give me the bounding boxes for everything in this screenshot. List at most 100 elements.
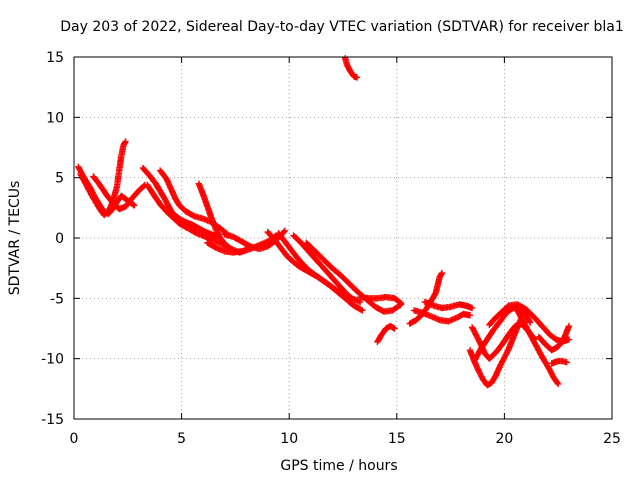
data-point xyxy=(303,264,306,267)
data-point xyxy=(361,309,364,312)
data-point xyxy=(120,155,123,157)
data-point xyxy=(178,217,181,220)
data-point xyxy=(349,70,352,73)
data-point xyxy=(525,314,527,317)
data-point xyxy=(273,238,275,241)
data-point xyxy=(258,248,260,250)
data-point xyxy=(174,197,176,199)
series-sat-e xyxy=(144,181,233,251)
data-point xyxy=(374,305,377,308)
data-point xyxy=(124,140,127,143)
data-point xyxy=(385,296,387,298)
data-point xyxy=(277,232,280,234)
data-point xyxy=(124,205,127,208)
data-point xyxy=(529,321,532,324)
data-point xyxy=(352,75,355,78)
data-point xyxy=(557,360,559,362)
data-point xyxy=(118,169,120,172)
data-point xyxy=(286,255,288,257)
data-point xyxy=(486,338,488,341)
data-point xyxy=(159,169,161,172)
data-point xyxy=(494,351,497,354)
data-point xyxy=(430,299,433,302)
data-point xyxy=(434,292,437,295)
data-point xyxy=(421,312,424,314)
data-point xyxy=(389,325,392,327)
series-sat-y xyxy=(535,322,573,354)
data-point xyxy=(462,313,465,315)
data-point xyxy=(215,228,217,231)
data-point xyxy=(458,303,461,306)
data-point xyxy=(469,349,471,352)
data-point xyxy=(178,222,181,225)
x-axis-label: GPS time / hours xyxy=(280,458,397,474)
data-point xyxy=(423,301,426,303)
data-point xyxy=(266,240,269,243)
data-point xyxy=(215,246,217,249)
data-point xyxy=(172,216,174,219)
axis-ticks: 0 5 10 15 20 25 15 10 5 0 -5 -10 -15 xyxy=(41,50,621,447)
data-point xyxy=(350,297,353,300)
data-point xyxy=(159,203,161,206)
data-point xyxy=(99,184,101,186)
data-point xyxy=(137,190,140,192)
data-point xyxy=(400,302,402,304)
data-point xyxy=(456,316,458,319)
data-point xyxy=(99,208,101,210)
data-point xyxy=(432,304,435,307)
series-sat-x xyxy=(514,307,562,388)
data-point xyxy=(148,174,151,177)
data-point xyxy=(133,204,136,207)
data-point xyxy=(204,235,207,238)
data-point xyxy=(408,322,411,325)
data-point xyxy=(170,187,172,190)
data-point xyxy=(561,360,564,362)
data-point xyxy=(322,258,325,261)
data-point xyxy=(318,277,321,279)
data-point xyxy=(191,223,194,226)
data-point xyxy=(232,251,235,254)
data-point xyxy=(344,57,346,60)
data-point xyxy=(482,378,484,380)
data-point xyxy=(568,338,570,341)
data-point xyxy=(152,193,155,196)
data-point xyxy=(344,297,346,300)
data-point xyxy=(241,250,243,253)
data-point xyxy=(116,185,118,187)
data-point xyxy=(346,64,349,67)
data-point xyxy=(430,315,433,318)
data-point xyxy=(344,291,346,294)
series-sat-n xyxy=(342,55,361,81)
data-point xyxy=(103,214,105,216)
data-point xyxy=(337,284,340,286)
data-point xyxy=(107,210,110,213)
data-point xyxy=(241,240,243,243)
data-point xyxy=(206,205,209,208)
series-sat-k xyxy=(275,230,366,314)
series-sat-m xyxy=(303,239,405,315)
data-point xyxy=(436,284,439,286)
data-point xyxy=(525,308,527,310)
data-point xyxy=(120,194,123,197)
data-point xyxy=(116,201,118,203)
data-point xyxy=(544,343,547,345)
series-sat-p xyxy=(374,322,398,345)
data-point xyxy=(309,270,312,273)
x-tick-label: 10 xyxy=(280,431,298,447)
data-point xyxy=(219,227,222,230)
data-point xyxy=(79,173,82,175)
data-point xyxy=(92,175,95,178)
series-sat-w xyxy=(486,301,573,345)
data-point xyxy=(376,340,379,343)
y-tick-label: 5 xyxy=(55,171,64,187)
data-point xyxy=(165,210,168,213)
data-points xyxy=(75,55,573,389)
data-point xyxy=(258,244,260,247)
data-point xyxy=(385,327,387,330)
data-point xyxy=(557,345,559,348)
data-point xyxy=(314,250,316,253)
data-point xyxy=(471,326,473,329)
y-axis-label: SDTVAR / TECUs xyxy=(7,181,23,296)
data-point xyxy=(223,250,226,253)
data-point xyxy=(359,301,362,303)
